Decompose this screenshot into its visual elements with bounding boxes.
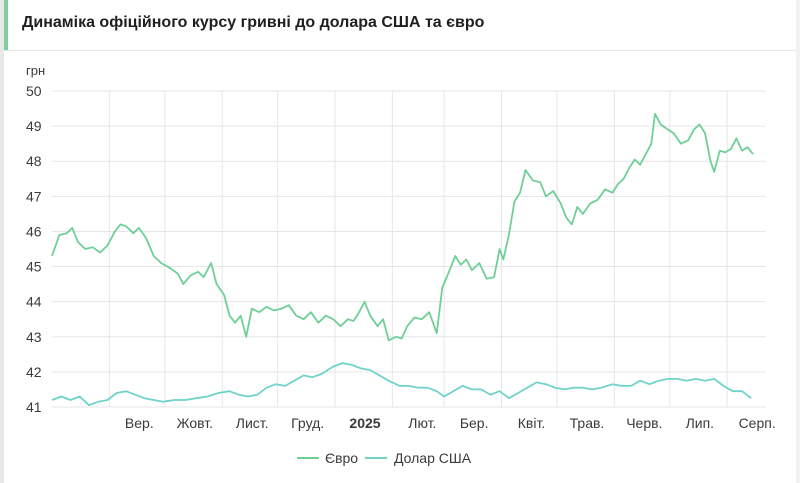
- x-tick-label: Бер.: [460, 415, 489, 431]
- scrollbar[interactable]: [796, 0, 800, 483]
- x-tick-label: Груд.: [291, 415, 324, 431]
- chart-title: Динаміка офіційного курсу гривні до дола…: [22, 14, 485, 31]
- x-tick-label: Черв.: [626, 415, 662, 431]
- series-line-euro[interactable]: [51, 112, 754, 342]
- y-tick-label: 50: [26, 83, 42, 99]
- legend: Євро Долар США: [297, 450, 472, 466]
- y-tick-label: 41: [26, 399, 42, 415]
- legend-label[interactable]: Євро: [325, 450, 358, 466]
- x-tick-label: Лип.: [686, 415, 714, 431]
- y-tick-label: 43: [26, 329, 42, 345]
- x-tick-label: 2025: [349, 415, 380, 431]
- legend-label[interactable]: Долар США: [394, 450, 472, 466]
- header-accent: [4, 0, 8, 50]
- x-tick-label: Трав.: [570, 415, 605, 431]
- grid-lines: [52, 90, 766, 408]
- y-tick-label: 47: [26, 188, 42, 204]
- y-tick-label: 48: [26, 153, 42, 169]
- series-line-usd[interactable]: [51, 362, 752, 407]
- y-tick-label: 46: [26, 223, 42, 239]
- x-tick-label: Лют.: [408, 415, 436, 431]
- y-tick-label: 45: [26, 259, 42, 275]
- y-axis: грн 41 42 43 44 45 46 47 48 49 50: [26, 63, 45, 415]
- series-lines: [51, 112, 754, 407]
- x-axis: Вер. Жовт. Лист. Груд. 2025 Лют. Бер. Квіт. Трав…: [125, 415, 776, 431]
- y-tick-label: 44: [26, 294, 42, 310]
- x-tick-label: Лист.: [236, 415, 269, 431]
- chart-header: Динаміка офіційного курсу гривні до дола…: [4, 0, 796, 51]
- x-tick-label: Квіт.: [518, 415, 545, 431]
- y-tick-label: 49: [26, 118, 42, 134]
- y-axis-unit: грн: [26, 63, 45, 78]
- x-tick-label: Вер.: [125, 415, 154, 431]
- x-tick-label: Жовт.: [177, 415, 213, 431]
- x-tick-label: Серп.: [739, 415, 776, 431]
- y-tick-label: 42: [26, 364, 42, 380]
